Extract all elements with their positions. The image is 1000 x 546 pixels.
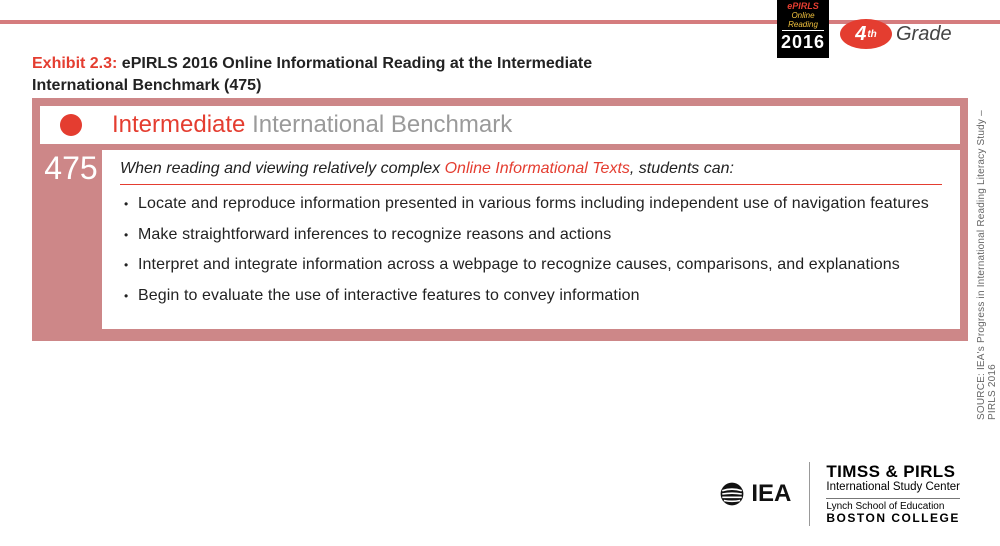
center-line4: BOSTON COLLEGE bbox=[826, 512, 960, 526]
logo-year: 2016 bbox=[777, 33, 829, 53]
list-item: Locate and reproduce information present… bbox=[124, 193, 942, 215]
list-item: Make straightforward inferences to recog… bbox=[124, 224, 942, 246]
benchmark-score: 475 bbox=[40, 150, 102, 329]
level-red: Intermediate bbox=[112, 111, 245, 138]
grade-oval: 4th bbox=[840, 19, 892, 49]
panel-body: When reading and viewing relatively comp… bbox=[102, 150, 960, 329]
grade-label: Grade bbox=[896, 23, 952, 46]
globe-icon bbox=[719, 481, 745, 507]
iea-text: IEA bbox=[751, 480, 791, 508]
exhibit-prefix: Exhibit 2.3: bbox=[32, 55, 117, 72]
center-line2: International Study Center bbox=[826, 481, 960, 498]
footer: IEA TIMSS & PIRLS International Study Ce… bbox=[719, 462, 960, 526]
benchmark-panel: Intermediate International Benchmark 475… bbox=[32, 98, 968, 341]
list-item: Begin to evaluate the use of interactive… bbox=[124, 285, 942, 307]
iea-logo: IEA bbox=[719, 480, 791, 508]
grade-badge: 4th Grade bbox=[840, 19, 980, 49]
epirls-logo: ePIRLS Online Reading 2016 bbox=[777, 0, 829, 58]
list-item: Interpret and integrate information acro… bbox=[124, 254, 942, 276]
grade-suffix: th bbox=[867, 29, 876, 40]
bullet-list: Locate and reproduce information present… bbox=[120, 193, 942, 306]
panel-header: Intermediate International Benchmark bbox=[40, 106, 960, 144]
source-citation: SOURCE: IEA's Progress in International … bbox=[976, 100, 994, 420]
lead-em: Online Informational Texts bbox=[445, 160, 630, 177]
benchmark-level: Intermediate International Benchmark bbox=[112, 111, 512, 139]
lead-pre: When reading and viewing relatively comp… bbox=[120, 160, 445, 177]
lead-post: , students can: bbox=[630, 160, 734, 177]
grade-number: 4 bbox=[855, 23, 866, 46]
study-center: TIMSS & PIRLS International Study Center… bbox=[809, 462, 960, 526]
level-grey: International Benchmark bbox=[245, 111, 512, 138]
lead-sentence: When reading and viewing relatively comp… bbox=[120, 160, 942, 185]
exhibit-rest: ePIRLS 2016 Online Informational Reading… bbox=[32, 55, 592, 94]
panel-body-row: 475 When reading and viewing relatively … bbox=[40, 150, 960, 329]
logo-line3: Reading bbox=[782, 21, 824, 32]
exhibit-title: Exhibit 2.3: ePIRLS 2016 Online Informat… bbox=[32, 53, 612, 96]
level-dot-icon bbox=[60, 114, 82, 136]
center-line1: TIMSS & PIRLS bbox=[826, 462, 960, 482]
